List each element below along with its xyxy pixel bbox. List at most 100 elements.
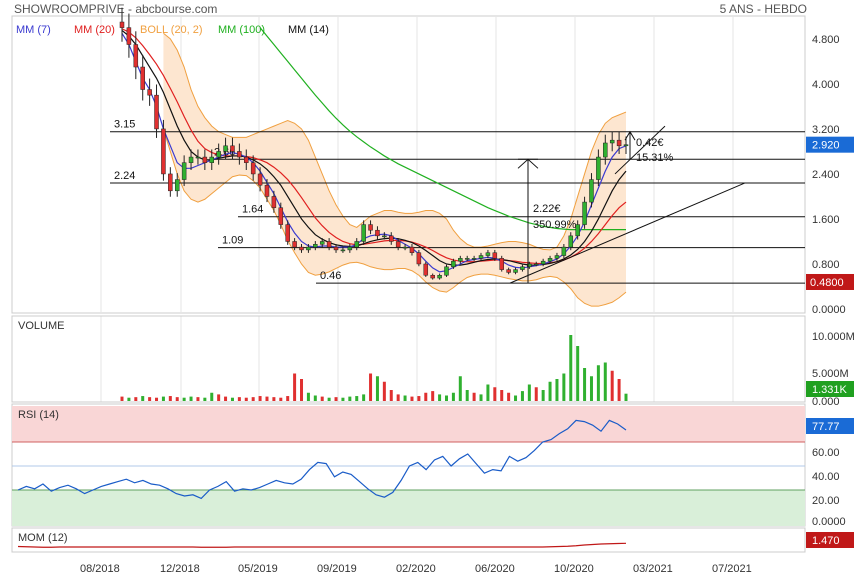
volume-bar [155,397,159,401]
volume-bar [237,397,241,401]
volume-bar [458,376,462,401]
rsi-tick-label: 0.0000 [812,516,846,528]
candle-body [278,207,284,225]
candle-body [582,201,587,225]
volume-bar [175,397,179,401]
x-axis-tick-label: 09/2019 [317,563,357,575]
candle-body [471,258,477,260]
volume-bar [286,396,290,401]
volume-bar [396,394,400,401]
volume-bar [417,396,421,401]
volume-tick-label: 10.000M [812,331,855,343]
candle-body [409,246,415,253]
ma100-line [259,27,626,231]
candle-body [326,241,332,248]
candle-body [375,229,380,237]
candle-body [264,184,270,197]
volume-bar [375,376,379,401]
volume-bar [500,390,504,401]
price-tick-label: 1.600 [812,214,840,226]
volume-bar [341,397,345,401]
volume-bar [334,397,338,401]
volume-bar [465,390,469,401]
volume-bar [438,394,442,401]
volume-bar [444,395,448,401]
candle-body [609,139,615,144]
level-label: 0.46 [320,270,341,282]
candle-body [306,246,311,251]
trend-line [509,182,746,284]
volume-bar [507,392,511,401]
last-price-label: 2.920 [812,140,840,152]
candle-body [195,156,201,159]
volume-bar [472,392,476,401]
volume-bar [389,390,393,401]
candle-body [361,224,366,242]
rsi-line [17,419,627,500]
volume-bar [279,397,283,401]
price-tick-label: 0.800 [812,259,840,271]
candle-body [506,269,511,273]
volume-bar [624,393,628,401]
volume-bar [596,365,600,401]
volume-bar [189,396,193,401]
candle-body [313,244,318,248]
volume-bar [300,379,304,401]
price-tick-label: 4.000 [812,79,840,91]
volume-bar [203,397,207,401]
candle-body [451,260,456,268]
volume-bar [520,391,524,401]
candle-body [250,162,256,175]
volume-value-label: 1.331K [812,384,848,396]
volume-bar [555,379,559,401]
rsi-tick-label: 20.00 [812,495,840,507]
momentum-panel [11,527,806,553]
volume-bar [120,396,124,401]
candle-body [257,173,263,186]
x-axis-tick-label: 08/2018 [80,563,120,575]
volume-bar [451,392,455,401]
period-label: 5 ANS - HEBDO [719,2,807,16]
candle-body [209,156,215,163]
bollinger-lower-line [162,128,627,307]
level-label: 1.64 [242,204,263,216]
volume-bar [134,397,138,401]
support-price-box [806,273,854,290]
volume-bar [217,394,221,401]
volume-bar [161,396,165,401]
measure-annotation: 0.42€ [636,137,664,149]
legend-entry: MM (14) [288,24,329,36]
candle-body [575,224,580,237]
candle-body [430,274,435,279]
volume-panel [11,315,806,403]
volume-tick-label: 5.000M [812,368,849,380]
x-axis-tick-label: 12/2018 [160,563,200,575]
volume-tick-label: 0.000 [812,396,840,408]
volume-bar [327,397,331,401]
legend-entry: MM (20) [74,24,115,36]
candle-body [271,196,277,208]
volume-bar [514,395,518,401]
volume-bar [382,381,386,401]
candle-body [499,258,504,270]
candle-body [596,156,601,180]
candle-body [202,156,208,163]
volume-bar [313,395,317,401]
candle-body [230,145,235,152]
legend-entry: BOLL (20, 2) [140,24,203,36]
measure-arrowhead [624,130,636,141]
momentum-line [17,542,627,548]
candle-body [223,145,228,152]
measure-annotation: 350.99% [533,219,577,231]
candle-body [244,156,249,163]
volume-bar [424,392,428,401]
volume-title: VOLUME [18,320,64,332]
rsi-overbought-zone [12,406,805,442]
bollinger-band-fill [163,33,626,307]
candle-body [416,252,422,265]
rsi-title: RSI (14) [18,409,59,421]
volume-bar [355,396,359,401]
volume-bar [306,392,310,401]
volume-bar [244,397,248,401]
